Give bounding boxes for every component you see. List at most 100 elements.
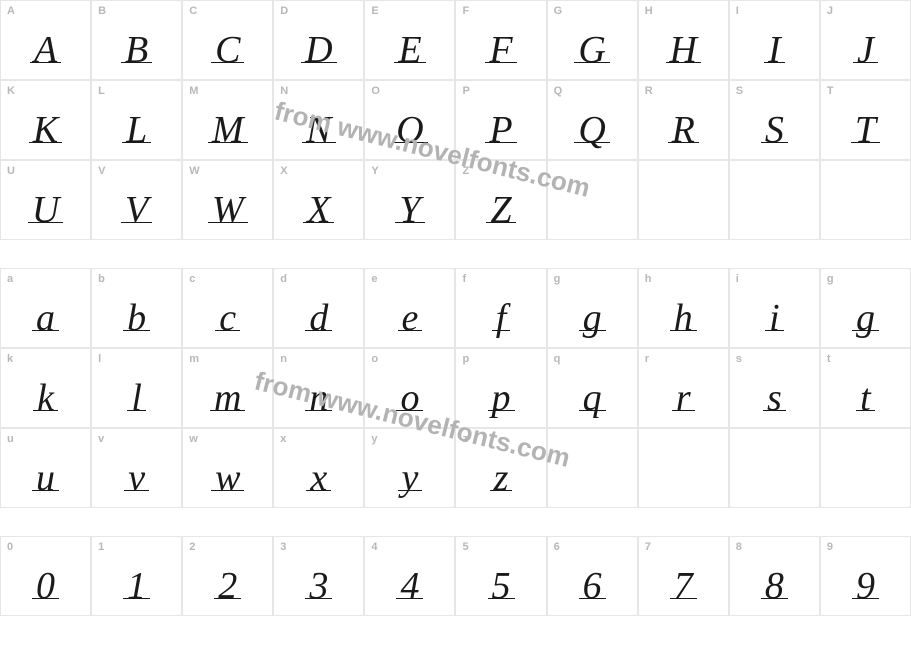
cell-glyph: T xyxy=(821,111,910,149)
glyph-cell-1: 11 xyxy=(91,536,182,616)
cell-key-label: N xyxy=(280,85,288,97)
glyph-cell-Q: QQ xyxy=(547,80,638,160)
glyph-cell-C: CC xyxy=(182,0,273,80)
glyph-cell-F: FF xyxy=(455,0,546,80)
cell-glyph: 9 xyxy=(821,567,910,605)
empty-cell xyxy=(729,428,820,508)
cell-glyph: L xyxy=(92,111,181,149)
glyph-cell-R: RR xyxy=(638,80,729,160)
glyph-cell-M: MM xyxy=(182,80,273,160)
cell-glyph: 8 xyxy=(730,567,819,605)
glyph-cell-5: 55 xyxy=(455,536,546,616)
empty-cell xyxy=(547,160,638,240)
glyph-cell-g: gg xyxy=(547,268,638,348)
cell-glyph: 7 xyxy=(639,567,728,605)
glyph-cell-l: ll xyxy=(91,348,182,428)
cell-glyph: D xyxy=(274,31,363,69)
cell-key-label: 1 xyxy=(98,541,104,553)
cell-key-label: V xyxy=(98,165,105,177)
glyph-cell-r: rr xyxy=(638,348,729,428)
cell-glyph: g xyxy=(548,299,637,337)
glyph-cell-w: ww xyxy=(182,428,273,508)
cell-glyph: 2 xyxy=(183,567,272,605)
glyph-cell-c: cc xyxy=(182,268,273,348)
glyph-cell-o: oo xyxy=(364,348,455,428)
glyph-cell-G: GG xyxy=(547,0,638,80)
cell-glyph: e xyxy=(365,299,454,337)
glyph-cell-n: nn xyxy=(273,348,364,428)
cell-glyph: 0 xyxy=(1,567,90,605)
glyph-cell-A: AA xyxy=(0,0,91,80)
empty-cell xyxy=(729,160,820,240)
glyph-cell-i: ii xyxy=(729,268,820,348)
cell-glyph: p xyxy=(456,379,545,417)
cell-glyph: l xyxy=(92,379,181,417)
cell-key-label: s xyxy=(736,353,742,365)
cell-key-label: H xyxy=(645,5,653,17)
glyph-cell-z: zz xyxy=(455,428,546,508)
block-gap xyxy=(0,240,911,268)
cell-key-label: k xyxy=(7,353,13,365)
cell-key-label: w xyxy=(189,433,198,445)
glyph-cell-e: ee xyxy=(364,268,455,348)
cell-key-label: g xyxy=(827,273,834,285)
cell-key-label: Q xyxy=(554,85,563,97)
cell-glyph: K xyxy=(1,111,90,149)
glyph-cell-Z: ZZ xyxy=(455,160,546,240)
glyph-cell-x: xx xyxy=(273,428,364,508)
cell-glyph: v xyxy=(92,459,181,497)
glyph-cell-U: UU xyxy=(0,160,91,240)
cell-glyph: 1 xyxy=(92,567,181,605)
cell-key-label: 7 xyxy=(645,541,651,553)
cell-glyph: f xyxy=(456,299,545,337)
cell-key-label: p xyxy=(462,353,469,365)
cell-glyph: o xyxy=(365,379,454,417)
cell-key-label: 2 xyxy=(189,541,195,553)
cell-key-label: A xyxy=(7,5,15,17)
cell-key-label: m xyxy=(189,353,199,365)
cell-key-label: d xyxy=(280,273,287,285)
glyph-cell-s: ss xyxy=(729,348,820,428)
glyph-cell-D: DD xyxy=(273,0,364,80)
cell-key-label: P xyxy=(462,85,469,97)
glyph-cell-g: gg xyxy=(820,268,911,348)
glyph-cell-E: EE xyxy=(364,0,455,80)
glyph-cell-3: 33 xyxy=(273,536,364,616)
cell-glyph: 3 xyxy=(274,567,363,605)
cell-key-label: F xyxy=(462,5,469,17)
cell-glyph: G xyxy=(548,31,637,69)
cell-key-label: 0 xyxy=(7,541,13,553)
cell-glyph: J xyxy=(821,31,910,69)
cell-key-label: b xyxy=(98,273,105,285)
cell-glyph: C xyxy=(183,31,272,69)
cell-glyph: H xyxy=(639,31,728,69)
cell-glyph: S xyxy=(730,111,819,149)
glyph-cell-a: aa xyxy=(0,268,91,348)
cell-key-label: g xyxy=(554,273,561,285)
cell-key-label: T xyxy=(827,85,834,97)
glyph-cell-I: II xyxy=(729,0,820,80)
glyph-cell-d: dd xyxy=(273,268,364,348)
cell-key-label: B xyxy=(98,5,106,17)
cell-glyph: F xyxy=(456,31,545,69)
cell-key-label: 4 xyxy=(371,541,377,553)
glyph-cell-9: 99 xyxy=(820,536,911,616)
cell-glyph: P xyxy=(456,111,545,149)
glyph-cell-7: 77 xyxy=(638,536,729,616)
cell-glyph: h xyxy=(639,299,728,337)
glyph-cell-q: qq xyxy=(547,348,638,428)
cell-key-label: 9 xyxy=(827,541,833,553)
glyph-cell-0: 00 xyxy=(0,536,91,616)
cell-key-label: E xyxy=(371,5,378,17)
glyph-cell-b: bb xyxy=(91,268,182,348)
cell-key-label: v xyxy=(98,433,104,445)
cell-key-label: S xyxy=(736,85,743,97)
cell-glyph: z xyxy=(456,459,545,497)
glyph-cell-2: 22 xyxy=(182,536,273,616)
glyph-cell-K: KK xyxy=(0,80,91,160)
cell-glyph: R xyxy=(639,111,728,149)
glyph-cell-L: LL xyxy=(91,80,182,160)
cell-glyph: w xyxy=(183,459,272,497)
cell-key-label: Y xyxy=(371,165,378,177)
cell-glyph: u xyxy=(1,459,90,497)
